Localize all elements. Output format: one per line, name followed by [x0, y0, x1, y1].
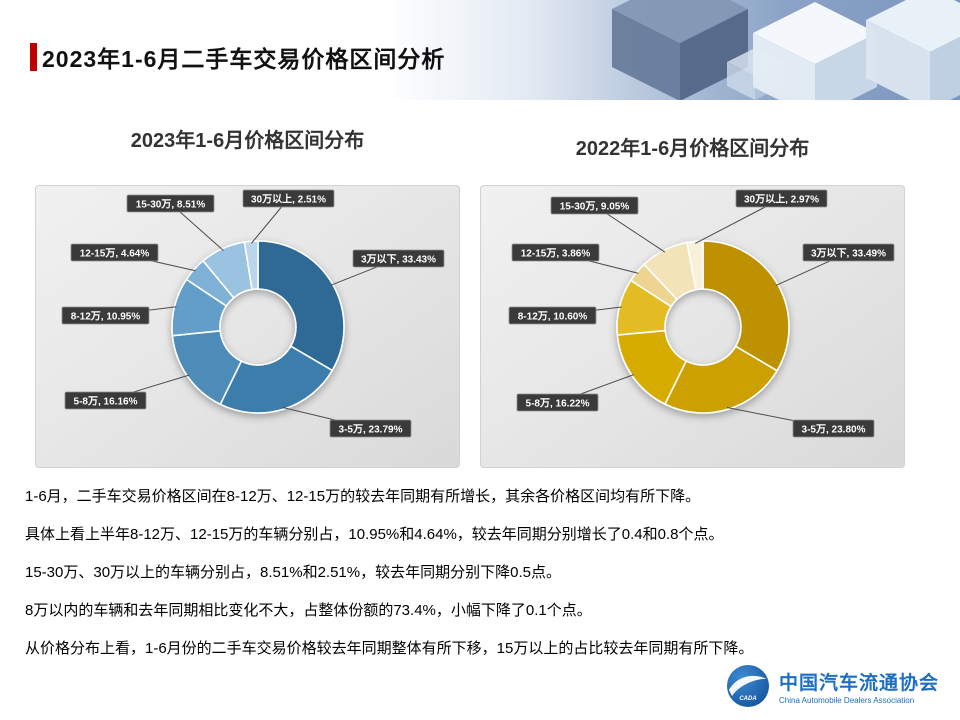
chart-data-label: 30万以上, 2.97% — [735, 189, 828, 208]
analysis-paragraph-4: 8万以内的车辆和去年同期相比变化不大，占整体份额的73.4%，小幅下降了0.1个… — [25, 602, 592, 619]
logo-text: CADA — [739, 696, 756, 702]
analysis-paragraph-1: 1-6月，二手车交易价格区间在8-12万、12-15万的较去年同期有所增长，其余… — [25, 488, 701, 505]
svg-text:15-30万, 8.51%: 15-30万, 8.51% — [136, 199, 206, 211]
cube-dark — [612, 0, 748, 100]
logo-circle — [727, 665, 769, 707]
chart-data-label: 15-30万, 8.51% — [126, 194, 215, 213]
donut-slice — [686, 240, 704, 291]
donut-slice — [702, 240, 790, 372]
svg-text:12-15万, 3.86%: 12-15万, 3.86% — [521, 248, 591, 260]
svg-text:8-12万, 10.60%: 8-12万, 10.60% — [518, 311, 588, 323]
svg-text:3-5万, 23.80%: 3-5万, 23.80% — [802, 424, 866, 436]
analysis-text: 1-6月，二手车交易价格区间在8-12万、12-15万的较去年同期有所增长，其余… — [25, 487, 940, 677]
org-name-en: China Automobile Dealers Association — [779, 695, 915, 705]
donut-chart-2022: 3万以下, 33.49% 3-5万, 23.80% 5-8万, 16.22% 8-12… — [508, 189, 895, 438]
donut-slice — [664, 345, 778, 414]
chart-panel-2023: 3万以下, 33.43% 3-5万, 23.79% 5-8万, 16.16% 8-12… — [35, 185, 460, 468]
svg-text:30万以上, 2.97%: 30万以上, 2.97% — [744, 193, 819, 206]
chart-data-label: 30万以上, 2.51% — [242, 189, 335, 208]
donut-ring — [171, 240, 345, 414]
svg-text:15-30万, 9.05%: 15-30万, 9.05% — [560, 201, 630, 213]
donut-chart-2023: 3万以下, 33.43% 3-5万, 23.79% 5-8万, 16.16% 8-12… — [61, 189, 445, 438]
chart-data-label: 8-12万, 10.95% — [61, 306, 150, 325]
donut-ring — [616, 240, 790, 414]
chart-data-label: 8-12万, 10.60% — [508, 306, 597, 325]
chart-data-label: 3-5万, 23.79% — [329, 419, 412, 438]
title-accent-bar — [30, 43, 37, 71]
chart-data-label: 3-5万, 23.80% — [792, 419, 875, 438]
chart-data-label: 5-8万, 16.22% — [516, 393, 599, 412]
chart-data-label: 5-8万, 16.16% — [64, 391, 147, 410]
svg-text:5-8万, 16.22%: 5-8万, 16.22% — [526, 398, 590, 410]
slide-title: 2023年1-6月二手车交易价格区间分析 — [42, 46, 446, 72]
svg-text:3万以下, 33.49%: 3万以下, 33.49% — [811, 248, 886, 260]
svg-text:30万以上, 2.51%: 30万以上, 2.51% — [251, 193, 326, 206]
svg-text:5-8万, 16.16%: 5-8万, 16.16% — [74, 396, 138, 408]
chart-title-2023: 2023年1-6月价格区间分布 — [130, 130, 365, 152]
chart-data-label: 3万以下, 33.49% — [802, 243, 895, 262]
chart-data-label: 12-15万, 3.86% — [511, 243, 600, 262]
donut-slice — [257, 240, 345, 372]
logo-swoosh — [729, 675, 767, 696]
cube-decoration-icon — [612, 0, 960, 100]
svg-text:12-15万, 4.64%: 12-15万, 4.64% — [80, 248, 150, 260]
svg-text:3万以下, 33.43%: 3万以下, 33.43% — [361, 254, 436, 266]
chart-title-2022: 2022年1-6月价格区间分布 — [575, 138, 810, 160]
chart-panel-2022: 3万以下, 33.49% 3-5万, 23.80% 5-8万, 16.22% 8-12… — [480, 185, 905, 468]
chart-data-label: 3万以下, 33.43% — [352, 249, 445, 268]
chart-data-label: 15-30万, 9.05% — [550, 196, 639, 215]
footer: CADA 中国汽车流通协会 China Automobile Dealers A… — [726, 664, 939, 708]
cada-logo-icon: CADA — [727, 665, 769, 707]
cube-right — [866, 0, 960, 100]
analysis-paragraph-2: 具体上看上半年8-12万、12-15万的车辆分别占，10.95%和4.64%，较… — [25, 526, 724, 543]
svg-text:8-12万, 10.95%: 8-12万, 10.95% — [71, 311, 141, 323]
cube-light — [753, 2, 877, 100]
donut-slice — [219, 345, 334, 414]
svg-text:3-5万, 23.79%: 3-5万, 23.79% — [339, 424, 403, 436]
org-name-block: 中国汽车流通协会 China Automobile Dealers Associ… — [779, 668, 939, 705]
chart-data-label: 12-15万, 4.64% — [70, 243, 159, 262]
donut-slice — [243, 240, 259, 291]
analysis-paragraph-3: 15-30万、30万以上的车辆分别占，8.51%和2.51%，较去年同期分别下降… — [25, 564, 561, 581]
slide-header: 2023年1-6月二手车交易价格区间分析 — [0, 0, 960, 100]
analysis-paragraph-5: 从价格分布上看，1-6月份的二手车交易价格较去年同期整体有所下移，15万以上的占… — [25, 640, 754, 657]
org-name-cn: 中国汽车流通协会 — [779, 672, 940, 694]
